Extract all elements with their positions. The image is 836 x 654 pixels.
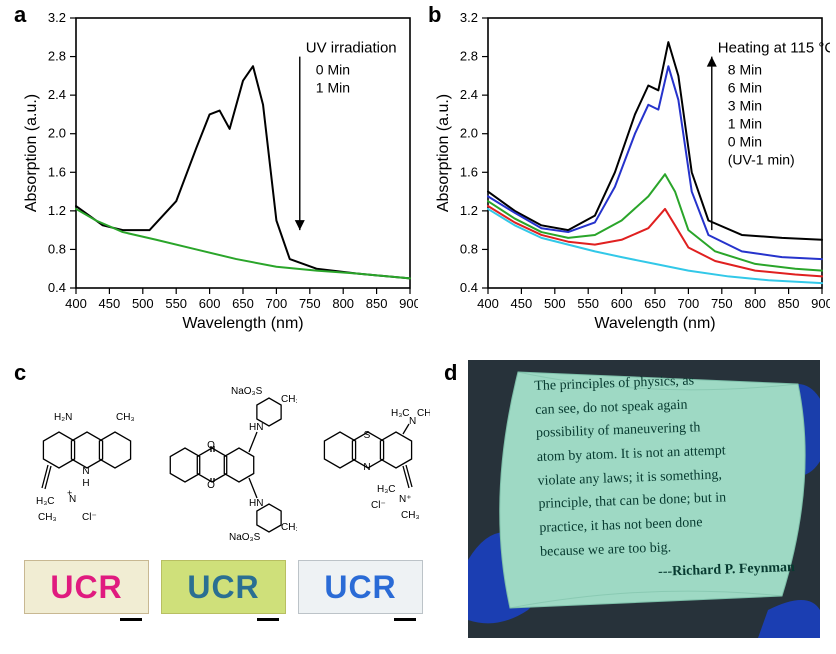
svg-text:+: +: [67, 488, 72, 498]
svg-text:Wavelength (nm): Wavelength (nm): [182, 315, 303, 332]
svg-text:1.2: 1.2: [48, 203, 66, 218]
svg-text:8 Min: 8 Min: [728, 62, 762, 78]
chart-a: 400 450 500 550 600 650 700 750 800 850 900 0.4 0.8 1…: [18, 6, 418, 336]
svg-text:450: 450: [99, 296, 121, 311]
svg-text:CH₃: CH₃: [401, 510, 420, 521]
figure-root: a b c d 40045050055060065070075080085090…: [0, 0, 836, 654]
svg-text:H₃C: H₃C: [36, 496, 55, 507]
ucr-text-2: UCR: [187, 569, 259, 606]
chem-structure-3: SNH₃CNCH₃N⁺Cl⁻CH₃H₃C: [305, 370, 430, 530]
svg-text:450: 450: [511, 296, 533, 311]
ucr-tile-2: UCR: [161, 560, 286, 614]
chemical-structures: NHH₂NCH₃H₃CNCl⁻CH₃+ OOHNNaO₃SCH₃HNNaO₃SC…: [24, 370, 430, 545]
svg-text:3.2: 3.2: [48, 10, 66, 25]
svg-text:2.8: 2.8: [48, 49, 66, 64]
svg-text:Absorption (a.u.): Absorption (a.u.): [23, 94, 40, 212]
svg-text:400: 400: [65, 296, 87, 311]
svg-text:550: 550: [165, 296, 187, 311]
chem-structure-2: OOHNNaO₃SCH₃HNNaO₃SCH₃: [157, 370, 297, 545]
svg-text:Wavelength (nm): Wavelength (nm): [594, 315, 715, 332]
svg-text:6 Min: 6 Min: [728, 80, 762, 96]
svg-text:850: 850: [778, 296, 800, 311]
svg-text:3.2: 3.2: [460, 10, 478, 25]
svg-text:HN: HN: [249, 498, 263, 509]
chem-structure-1: NHH₂NCH₃H₃CNCl⁻CH₃+: [24, 370, 149, 530]
svg-text:2.4: 2.4: [460, 87, 478, 102]
svg-text:750: 750: [711, 296, 733, 311]
svg-text:3 Min: 3 Min: [728, 98, 762, 114]
svg-text:S: S: [364, 430, 371, 441]
svg-text:2.4: 2.4: [48, 87, 66, 102]
panel-d-label: d: [444, 360, 457, 386]
svg-text:1.2: 1.2: [460, 203, 478, 218]
svg-text:2.8: 2.8: [460, 49, 478, 64]
svg-text:900: 900: [399, 296, 418, 311]
svg-text:NaO₃S: NaO₃S: [231, 386, 263, 397]
svg-text:HN: HN: [249, 422, 263, 433]
svg-text:0.8: 0.8: [460, 241, 478, 256]
feynman-quote: The principles of physics, ascan see, do…: [534, 367, 801, 589]
svg-text:(UV-1 min): (UV-1 min): [728, 152, 795, 168]
svg-text:700: 700: [266, 296, 288, 311]
svg-text:NaO₃S: NaO₃S: [229, 532, 261, 543]
svg-text:Cl⁻: Cl⁻: [82, 512, 97, 523]
scale-bar-1: [120, 618, 142, 621]
svg-text:0.4: 0.4: [460, 280, 478, 295]
ucr-tile-3: UCR: [298, 560, 423, 614]
svg-text:0.4: 0.4: [48, 280, 66, 295]
svg-text:H₃C: H₃C: [391, 408, 410, 419]
chart-a-svg: 400 450 500 550 600 650 700 750 800 850 900 0.4 0.8 1…: [18, 6, 418, 336]
ucr-text-1: UCR: [50, 569, 122, 606]
svg-text:H: H: [82, 478, 89, 489]
svg-text:600: 600: [199, 296, 221, 311]
chart-b: 400 450 500 550 600 650 700 750 800 850 900 0.4 0.8 1…: [430, 6, 830, 336]
svg-text:800: 800: [744, 296, 766, 311]
svg-text:2.0: 2.0: [48, 126, 66, 141]
svg-text:550: 550: [577, 296, 599, 311]
ucr-photos: UCR UCR UCR: [24, 560, 423, 614]
svg-text:CH₃: CH₃: [281, 394, 297, 405]
svg-text:Absorption (a.u.): Absorption (a.u.): [435, 94, 452, 212]
svg-text:500: 500: [544, 296, 566, 311]
svg-text:H₂N: H₂N: [54, 412, 72, 423]
svg-text:1.6: 1.6: [48, 164, 66, 179]
svg-text:Cl⁻: Cl⁻: [371, 500, 386, 511]
svg-text:UV irradiation: UV irradiation: [306, 40, 397, 57]
svg-text:N: N: [409, 416, 416, 427]
svg-text:0 Min: 0 Min: [316, 62, 350, 78]
svg-text:CH₃: CH₃: [38, 512, 57, 523]
panel-d-photo: The principles of physics, ascan see, do…: [468, 360, 820, 638]
svg-text:N⁺: N⁺: [399, 494, 412, 505]
ucr-tile-1: UCR: [24, 560, 149, 614]
svg-text:1 Min: 1 Min: [728, 116, 762, 132]
chart-b-svg: 400 450 500 550 600 650 700 750 800 850 900 0.4 0.8 1…: [430, 6, 830, 336]
svg-text:650: 650: [644, 296, 666, 311]
svg-text:700: 700: [678, 296, 700, 311]
svg-text:0.8: 0.8: [48, 241, 66, 256]
svg-text:N: N: [82, 466, 89, 477]
scale-bar-3: [394, 618, 416, 621]
svg-text:750: 750: [299, 296, 321, 311]
svg-text:Heating at 115 °C: Heating at 115 °C: [718, 40, 830, 57]
svg-text:N: N: [363, 462, 370, 473]
svg-text:600: 600: [611, 296, 633, 311]
svg-text:1 Min: 1 Min: [316, 80, 350, 96]
svg-text:CH₃: CH₃: [116, 412, 135, 423]
svg-text:850: 850: [366, 296, 388, 311]
svg-text:1.6: 1.6: [460, 164, 478, 179]
svg-text:650: 650: [232, 296, 254, 311]
svg-text:H₃C: H₃C: [377, 484, 396, 495]
svg-text:CH₃: CH₃: [417, 408, 430, 419]
ucr-text-3: UCR: [324, 569, 396, 606]
svg-text:CH₃: CH₃: [281, 522, 297, 533]
scale-bar-2: [257, 618, 279, 621]
svg-text:800: 800: [332, 296, 354, 311]
svg-text:500: 500: [132, 296, 154, 311]
svg-text:900: 900: [811, 296, 830, 311]
svg-text:400: 400: [477, 296, 499, 311]
svg-text:2.0: 2.0: [460, 126, 478, 141]
svg-text:0 Min: 0 Min: [728, 134, 762, 150]
